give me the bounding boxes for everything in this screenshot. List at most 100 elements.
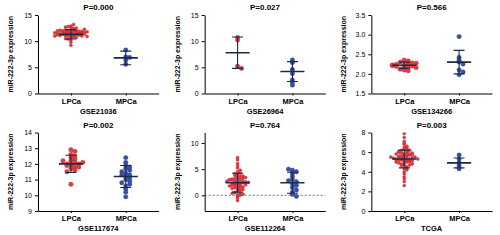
axis-line [371,133,372,212]
tick-label: 3.0 [356,31,366,38]
point [236,162,239,165]
point [241,185,244,188]
tick-mark [368,133,371,134]
sd-cap [454,157,465,158]
plot-area [205,156,326,202]
tick-mark [404,211,405,213]
tick-label: MPCa [116,214,138,223]
tick: 10 [24,38,38,45]
point [294,194,298,198]
point [397,155,400,158]
point [403,184,406,187]
point [67,25,70,28]
tick-mark [35,211,38,212]
tick-label: LPCa [228,97,248,106]
point [228,178,231,181]
mean-line [59,163,83,165]
tick-label: 10 [191,38,199,45]
tick-label: MPCa [283,214,305,223]
panel: 0510LPCaMPCaP=0.764GSE112264miR-222-3p e… [174,121,326,234]
point [398,67,402,71]
x-axis: LPCa MPCa [205,94,326,106]
point [403,177,406,180]
point [414,65,418,69]
y-axis: 051015 [24,12,38,98]
point [69,148,73,152]
tick-label: MPCa [449,214,471,223]
sd-cap [65,39,76,40]
point [414,156,417,159]
tick-mark [35,180,38,181]
tick-mark [35,15,38,16]
tick: 10 [191,38,205,45]
tick-mark [404,94,405,96]
sd-cap [399,68,410,69]
tick-mark [238,94,239,96]
sd-cap [120,165,131,166]
tick-mark [126,94,127,96]
axis-line [205,94,326,95]
panel: 91011121314LPCaMPCaP=0.002GSE117674miR-2… [7,121,159,234]
error-bar [447,158,471,168]
error-bar [392,62,416,68]
tick: 12 [24,161,38,168]
axis-line [39,211,160,212]
x-axis-title: GSE26964 [247,107,285,116]
title: P=0.027 [250,3,281,12]
point [233,177,236,180]
point [69,44,72,47]
tick-label: 14 [24,129,32,136]
tick: 14 [24,129,38,136]
tick: LPCa [395,211,415,223]
x-axis: LPCa MPCa [372,211,493,223]
tick-mark [35,195,38,196]
tick-mark [368,74,371,75]
sd-cap [399,62,410,63]
point [73,154,77,158]
tick: MPCa [283,94,305,106]
point [120,181,124,185]
mean-line [114,57,138,59]
tick-label: 15 [24,12,32,19]
tick-label: 10 [24,192,32,199]
point [397,156,400,159]
y-axis-title: miR-222-3p expression [174,16,182,93]
tick-label: 9 [28,208,32,215]
axis-line [205,133,206,212]
y-axis: 91011121314 [24,129,38,214]
title: P=0.003 [417,121,448,130]
error-bar [226,37,250,68]
tick-mark [238,211,239,213]
tick-mark [368,191,371,192]
tick-label: 2 [361,188,365,195]
sd-cap [120,187,131,188]
point [64,30,67,33]
mean-line [392,64,416,66]
mean-line [59,34,83,36]
title: P=0.764 [250,121,281,130]
tick: 8 [361,129,371,136]
axis-line [39,94,160,95]
y-axis: 02468 [361,129,371,214]
sd-cap [454,167,465,168]
tick-mark [292,94,293,96]
panel: 051015LPCaMPCaP=0.027GSE26964miR-222-3p … [174,3,326,116]
point [389,156,392,159]
tick-mark [202,41,205,42]
tick: 13 [24,145,38,152]
tick-label: LPCa [62,97,82,106]
plot-area [226,35,305,87]
tick: 10 [191,140,205,147]
sd-cap [399,150,410,151]
point [236,156,239,159]
y-axis-title: miR-222-3p expression [340,133,348,210]
tick-mark [202,15,205,16]
tick: 15 [24,12,38,19]
sd-cap [287,172,298,173]
sd-cap [120,51,131,52]
y-axis: 1.52.02.53.03.5 [356,12,372,98]
point [416,157,419,160]
x-axis: LPCaMPCa [372,94,493,106]
tick: MPCa [116,94,138,106]
sd-cap [232,173,243,174]
